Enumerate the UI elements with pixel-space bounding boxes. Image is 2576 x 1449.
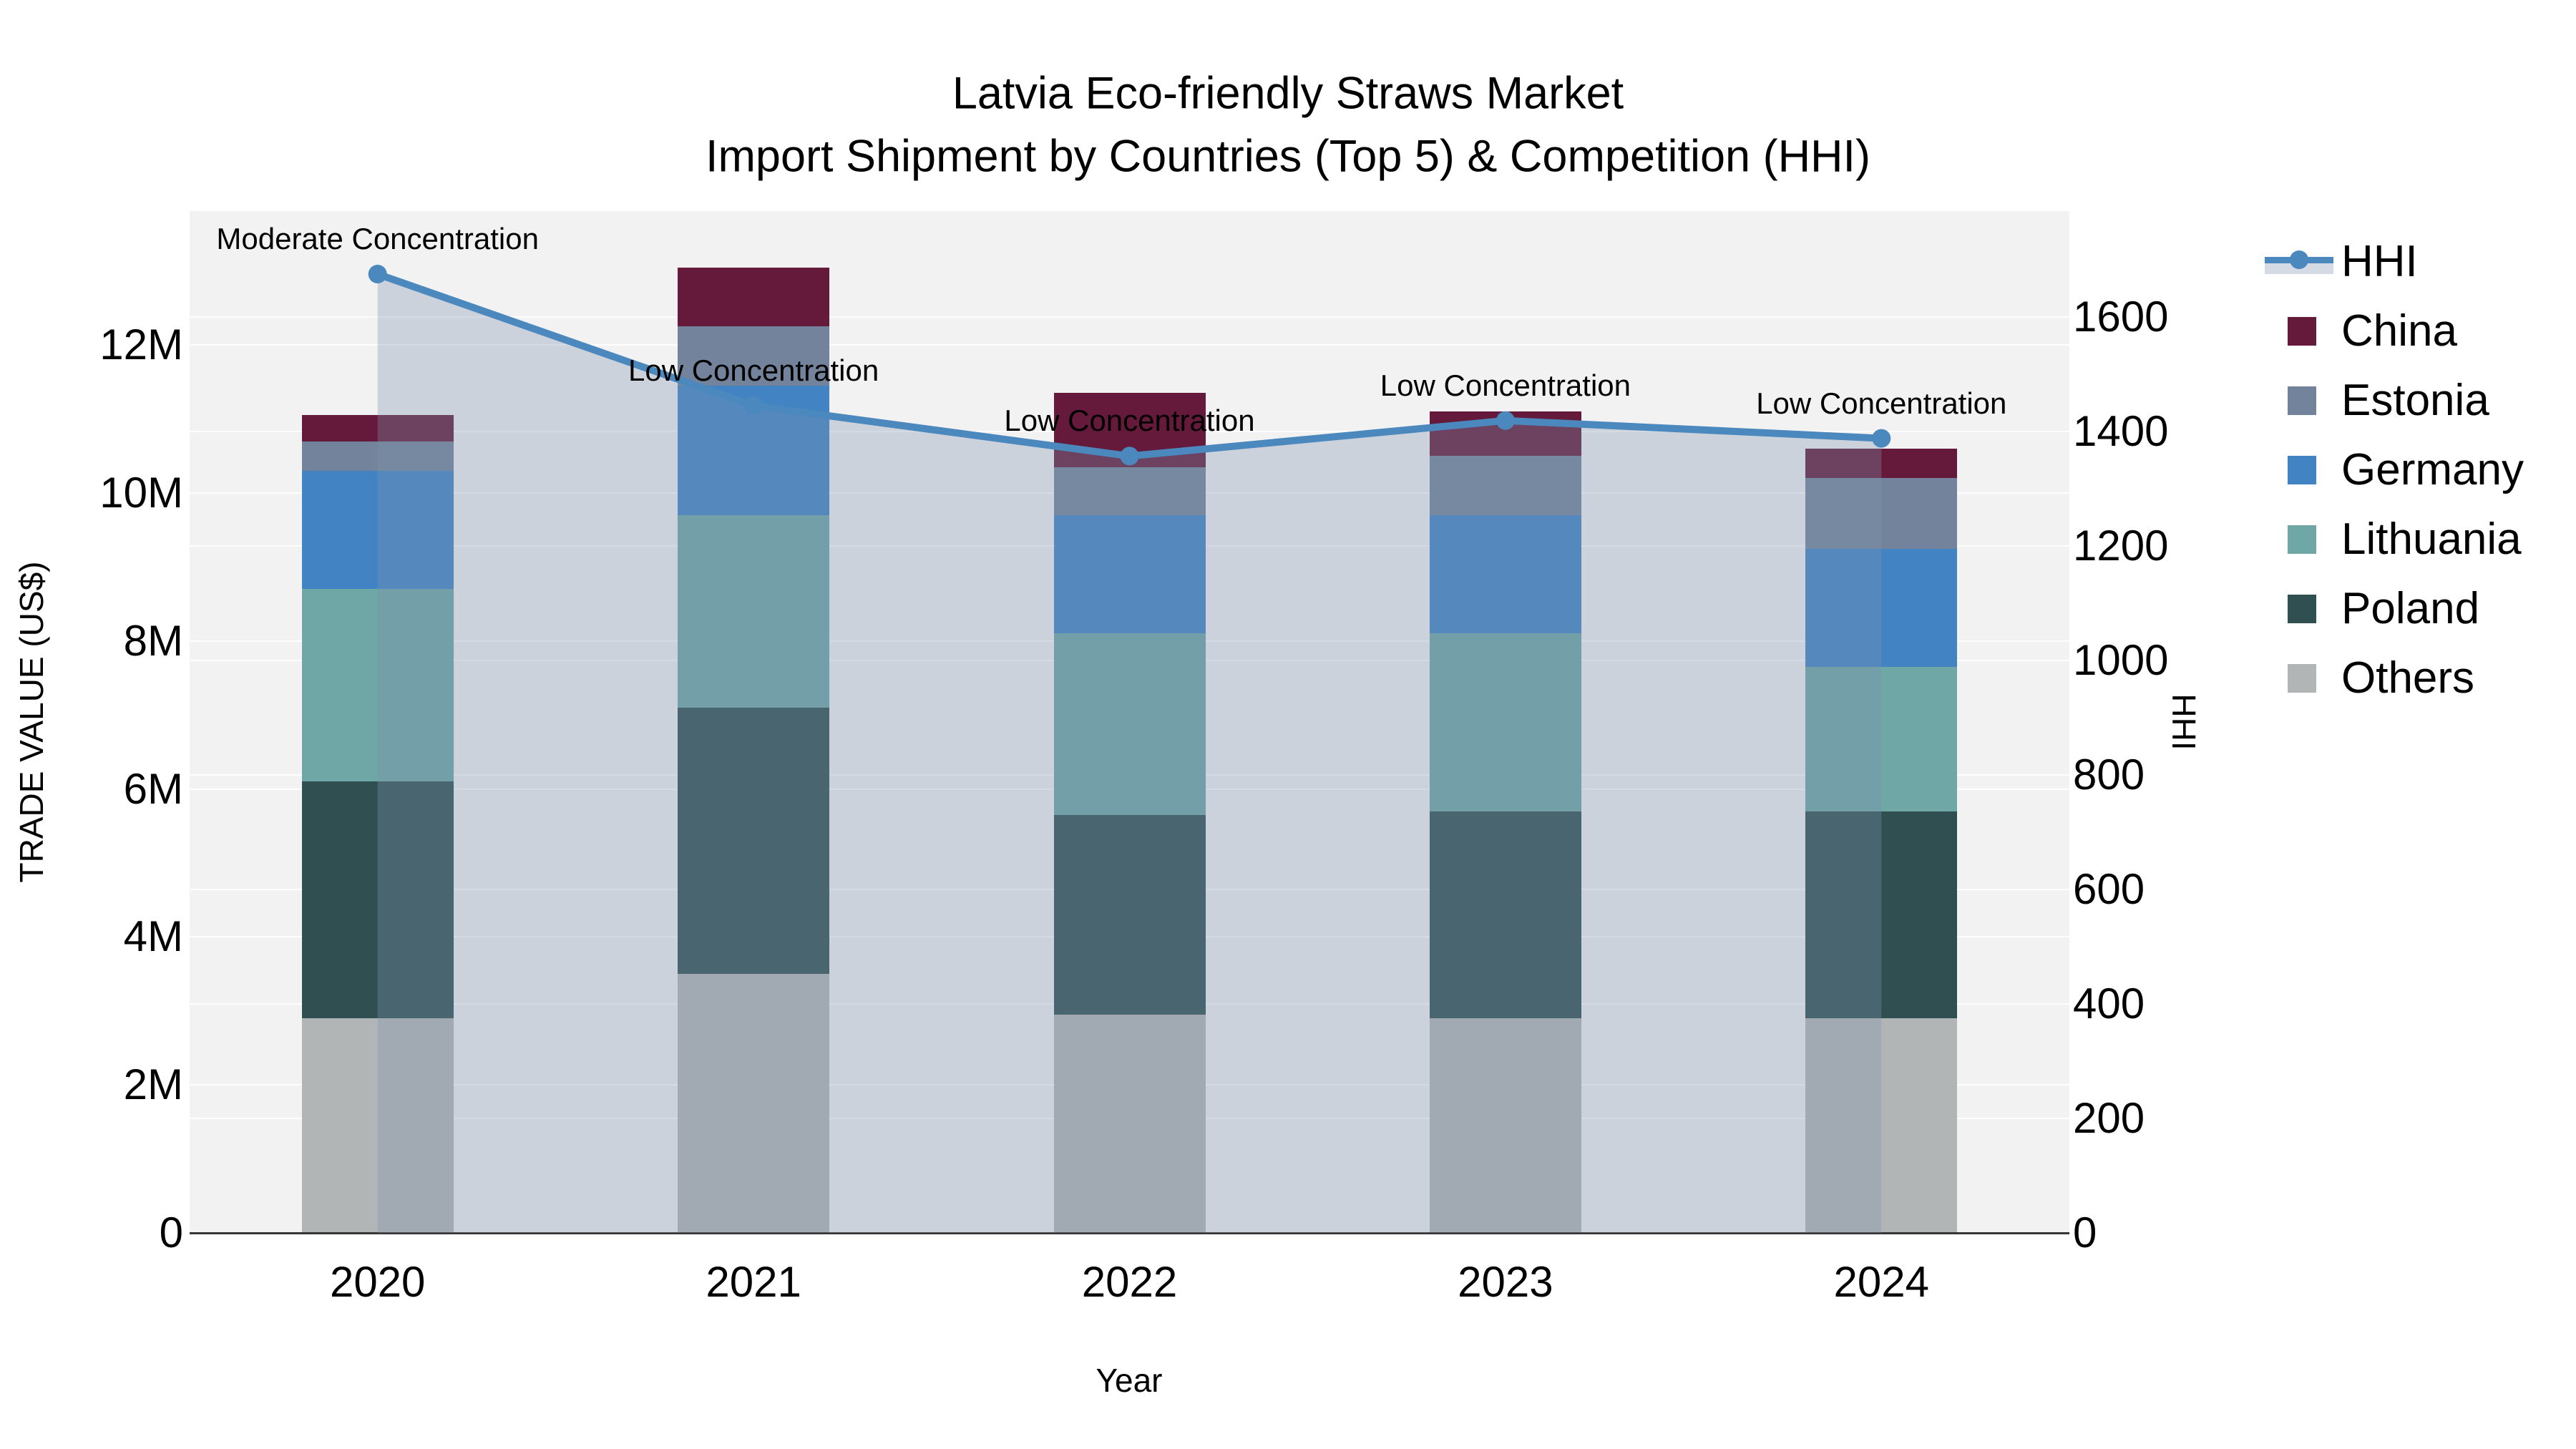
x-tick-2020: 2020 xyxy=(329,1258,426,1306)
legend-swatch-estonia xyxy=(2288,386,2316,415)
legend-item-others[interactable]: Others xyxy=(2254,644,2555,713)
chart-title-line1: Latvia Eco-friendly Straws Market xyxy=(952,68,1624,119)
bar-segment-poland-2024[interactable] xyxy=(1805,811,1958,1019)
bar-segment-poland-2020[interactable] xyxy=(301,781,454,1019)
y-right-tick-1600: 1600 xyxy=(2073,293,2169,341)
y-left-tick-6M: 6M xyxy=(123,764,183,813)
legend-swatch-poland xyxy=(2288,595,2316,623)
y-left-tick-10M: 10M xyxy=(99,469,183,517)
y-left-tick-0: 0 xyxy=(159,1209,183,1257)
legend-swatch-lithuania xyxy=(2288,525,2316,554)
legend-item-china[interactable]: China xyxy=(2254,297,2555,366)
legend-item-hhi[interactable]: HHI xyxy=(2254,228,2555,296)
bar-segment-others-2023[interactable] xyxy=(1429,1018,1581,1233)
y-right-tick-400: 400 xyxy=(2073,980,2145,1028)
annotation-2020: Moderate Concentration xyxy=(216,222,539,255)
gridline-right-1600 xyxy=(190,316,2069,318)
bar-segment-estonia-2020[interactable] xyxy=(301,441,454,471)
y-right-tick-800: 800 xyxy=(2073,751,2145,799)
chart-title-line2: Import Shipment by Countries (Top 5) & C… xyxy=(705,131,1871,182)
bar-segment-china-2021[interactable] xyxy=(678,267,830,327)
y-left-tick-12M: 12M xyxy=(99,321,183,369)
bar-segment-others-2022[interactable] xyxy=(1053,1014,1206,1233)
y-axis-title-right: HHI xyxy=(2165,693,2202,751)
bar-segment-germany-2023[interactable] xyxy=(1429,515,1581,634)
bar-segment-lithuania-2024[interactable] xyxy=(1805,666,1958,811)
gridline-left-12M xyxy=(190,344,2069,346)
bar-segment-poland-2023[interactable] xyxy=(1429,811,1581,1019)
annotation-2022: Low Concentration xyxy=(1004,404,1255,438)
y-left-tick-2M: 2M xyxy=(123,1060,183,1109)
x-tick-2024: 2024 xyxy=(1833,1258,1930,1306)
bar-segment-germany-2020[interactable] xyxy=(301,470,454,590)
y-left-tick-4M: 4M xyxy=(123,912,183,961)
x-axis-title: Year xyxy=(1096,1362,1163,1399)
y-axis-title-left: TRADE VALUE (US$) xyxy=(13,561,50,883)
legend-swatch-others xyxy=(2288,664,2316,693)
x-tick-2021: 2021 xyxy=(706,1258,801,1306)
legend-label-poland: Poland xyxy=(2341,584,2480,633)
legend-item-lithuania[interactable]: Lithuania xyxy=(2254,505,2555,574)
legend-item-estonia[interactable]: Estonia xyxy=(2254,366,2555,435)
annotation-2024: Low Concentration xyxy=(1756,386,2007,420)
legend-swatch-china xyxy=(2288,317,2316,346)
y-right-tick-0: 0 xyxy=(2073,1209,2097,1257)
bar-segment-others-2021[interactable] xyxy=(678,974,830,1233)
bar-segment-others-2020[interactable] xyxy=(301,1018,454,1233)
legend-label-lithuania: Lithuania xyxy=(2341,514,2522,564)
legend-label-germany: Germany xyxy=(2341,445,2524,494)
bar-segment-others-2024[interactable] xyxy=(1805,1018,1958,1233)
x-tick-2022: 2022 xyxy=(1081,1258,1178,1306)
bar-segment-estonia-2024[interactable] xyxy=(1805,478,1958,549)
annotation-2023: Low Concentration xyxy=(1380,368,1631,402)
bar-segment-lithuania-2021[interactable] xyxy=(678,515,830,708)
bar-segment-germany-2024[interactable] xyxy=(1805,548,1958,667)
bar-segment-poland-2022[interactable] xyxy=(1053,814,1206,1015)
legend-label-china: China xyxy=(2341,306,2457,356)
legend-hhi-marker-icon xyxy=(2290,250,2308,269)
y-right-tick-1000: 1000 xyxy=(2073,636,2169,684)
legend-label-hhi: HHI xyxy=(2341,237,2418,286)
bar-segment-lithuania-2023[interactable] xyxy=(1429,633,1581,811)
bar-segment-lithuania-2020[interactable] xyxy=(301,589,454,782)
bar-segment-poland-2021[interactable] xyxy=(678,707,830,975)
y-left-tick-8M: 8M xyxy=(123,616,183,665)
y-right-tick-200: 200 xyxy=(2073,1094,2145,1142)
bar-segment-lithuania-2022[interactable] xyxy=(1053,633,1206,815)
y-right-tick-600: 600 xyxy=(2073,865,2145,913)
bar-segment-germany-2022[interactable] xyxy=(1053,515,1206,634)
legend-item-poland[interactable]: Poland xyxy=(2254,575,2555,643)
x-axis-line xyxy=(190,1232,2069,1234)
bar-segment-china-2023[interactable] xyxy=(1429,411,1581,457)
x-tick-2023: 2023 xyxy=(1458,1258,1553,1306)
annotation-2021: Low Concentration xyxy=(628,353,879,387)
legend-label-estonia: Estonia xyxy=(2341,376,2489,425)
legend-label-others: Others xyxy=(2341,653,2475,703)
bar-segment-germany-2021[interactable] xyxy=(678,386,830,515)
legend-swatch-germany xyxy=(2288,456,2316,484)
bar-segment-estonia-2023[interactable] xyxy=(1429,456,1581,516)
legend-item-germany[interactable]: Germany xyxy=(2254,436,2555,504)
y-right-tick-1400: 1400 xyxy=(2073,407,2169,455)
bar-segment-estonia-2022[interactable] xyxy=(1053,467,1206,515)
bar-segment-china-2024[interactable] xyxy=(1805,448,1958,479)
bar-segment-china-2020[interactable] xyxy=(301,415,454,441)
y-right-tick-1200: 1200 xyxy=(2073,522,2169,570)
